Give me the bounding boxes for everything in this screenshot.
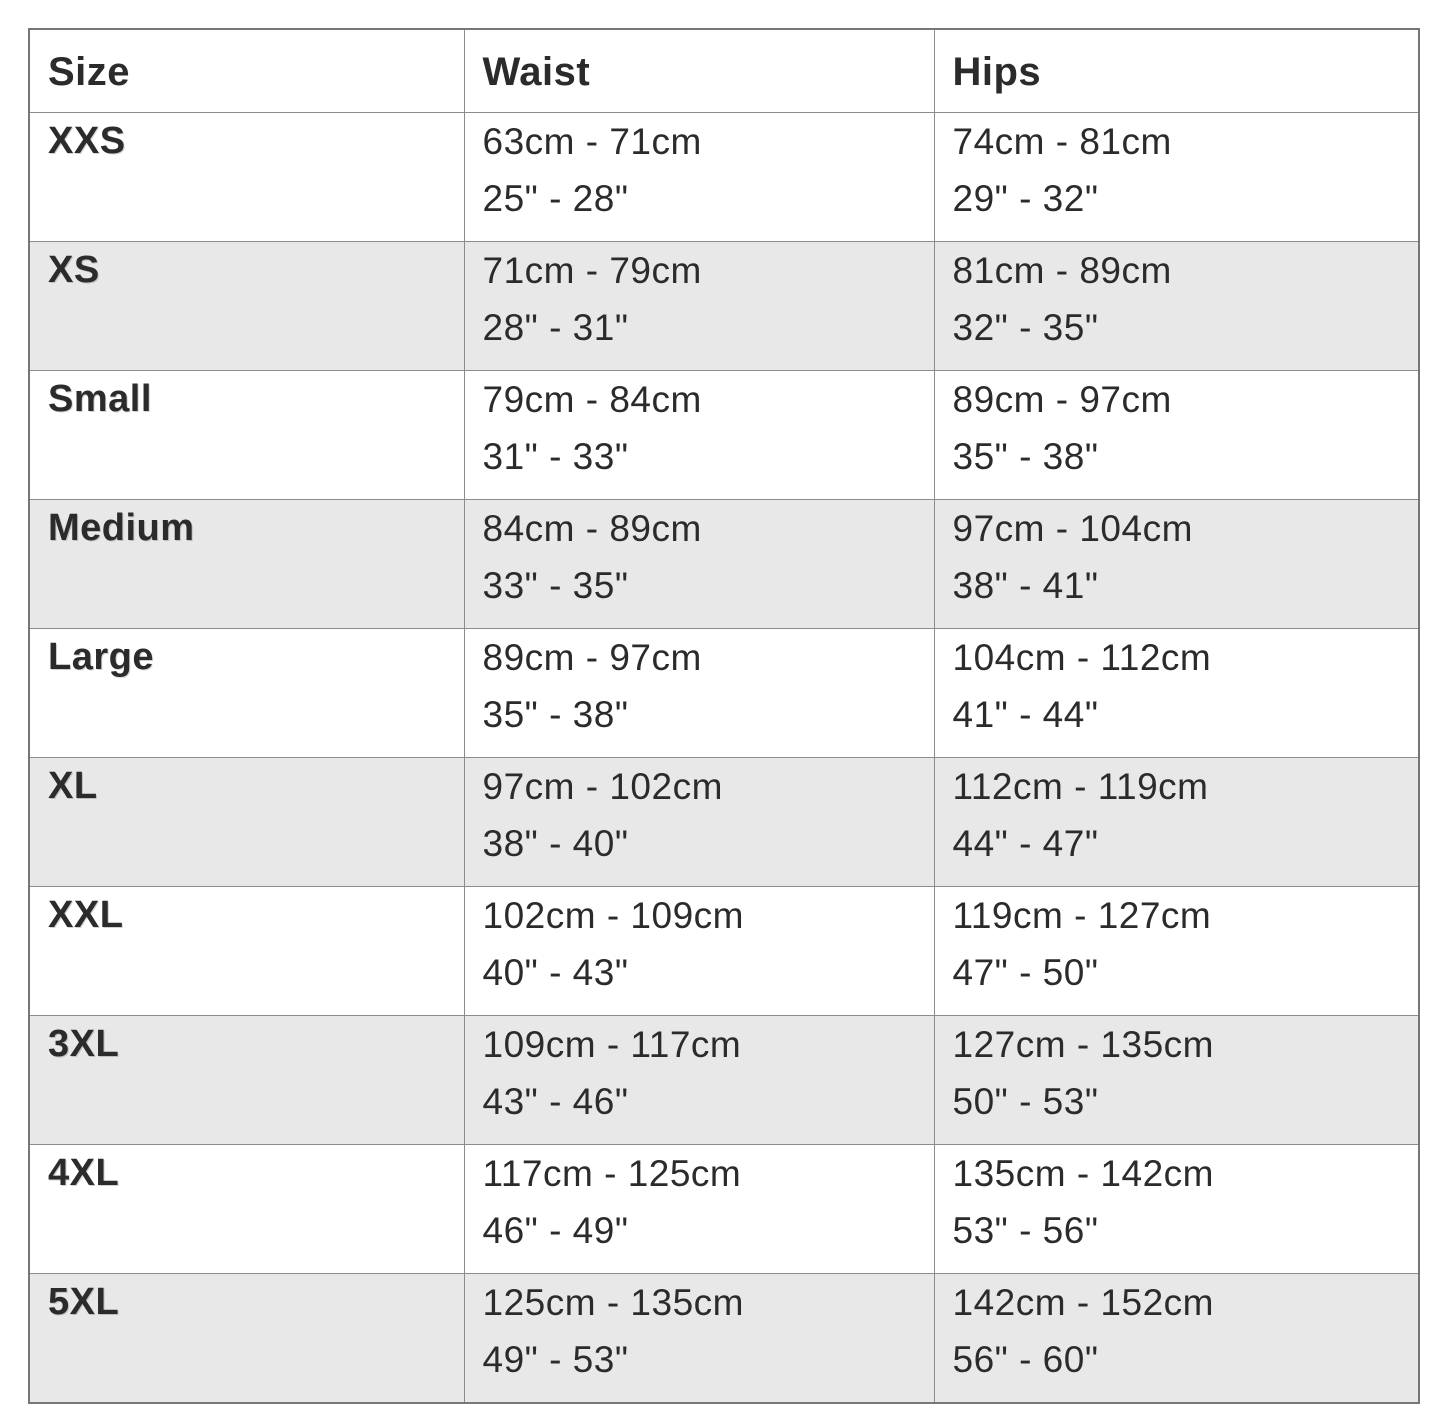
waist-inch-range: 40" - 43" xyxy=(482,952,629,993)
hips-cell: 135cm - 142cm 53" - 56" xyxy=(933,1144,1420,1274)
hips-cm-range: 135cm - 142cm xyxy=(952,1153,1214,1194)
size-label: 5XL xyxy=(28,1273,465,1403)
size-label: XS xyxy=(28,241,465,371)
hips-inch-range: 32" - 35" xyxy=(952,307,1099,348)
header-row: Size Waist Hips xyxy=(28,28,1420,113)
hips-cm-range: 112cm - 119cm xyxy=(952,766,1209,807)
hips-inch-range: 41" - 44" xyxy=(952,694,1099,735)
waist-cell: 89cm - 97cm 35" - 38" xyxy=(463,628,935,758)
waist-cm-range: 79cm - 84cm xyxy=(482,379,702,420)
hips-cell: 119cm - 127cm 47" - 50" xyxy=(933,886,1420,1016)
size-label: 3XL xyxy=(28,1015,465,1145)
waist-inch-range: 28" - 31" xyxy=(482,307,629,348)
hips-inch-range: 35" - 38" xyxy=(952,436,1099,477)
waist-inch-range: 46" - 49" xyxy=(482,1210,629,1251)
hips-cm-range: 119cm - 127cm xyxy=(952,895,1212,936)
hips-inch-range: 56" - 60" xyxy=(952,1339,1099,1380)
table-row: XXL 102cm - 109cm 40" - 43" 119cm - 127c… xyxy=(28,886,1420,1016)
waist-cm-range: 63cm - 71cm xyxy=(482,121,702,162)
hips-inch-range: 29" - 32" xyxy=(952,178,1099,219)
waist-inch-range: 33" - 35" xyxy=(482,565,629,606)
waist-cell: 84cm - 89cm 33" - 35" xyxy=(463,499,935,629)
size-label: XXL xyxy=(28,886,465,1016)
table-row: XS 71cm - 79cm 28" - 31" 81cm - 89cm 32"… xyxy=(28,241,1420,371)
waist-inch-range: 38" - 40" xyxy=(482,823,629,864)
waist-cell: 97cm - 102cm 38" - 40" xyxy=(463,757,935,887)
hips-cm-range: 97cm - 104cm xyxy=(952,508,1193,549)
size-label: 4XL xyxy=(28,1144,465,1274)
waist-cell: 117cm - 125cm 46" - 49" xyxy=(463,1144,935,1274)
waist-inch-range: 25" - 28" xyxy=(482,178,629,219)
hips-inch-range: 53" - 56" xyxy=(952,1210,1099,1251)
waist-cell: 109cm - 117cm 43" - 46" xyxy=(463,1015,935,1145)
waist-cell: 71cm - 79cm 28" - 31" xyxy=(463,241,935,371)
waist-cell: 102cm - 109cm 40" - 43" xyxy=(463,886,935,1016)
waist-inch-range: 31" - 33" xyxy=(482,436,629,477)
waist-cm-range: 71cm - 79cm xyxy=(482,250,702,291)
waist-cell: 63cm - 71cm 25" - 28" xyxy=(463,112,935,242)
hips-inch-range: 38" - 41" xyxy=(952,565,1099,606)
table-row: Small 79cm - 84cm 31" - 33" 89cm - 97cm … xyxy=(28,370,1420,500)
waist-cm-range: 102cm - 109cm xyxy=(482,895,744,936)
waist-cell: 79cm - 84cm 31" - 33" xyxy=(463,370,935,500)
waist-cm-range: 109cm - 117cm xyxy=(482,1024,742,1065)
hips-inch-range: 44" - 47" xyxy=(952,823,1099,864)
table-row: Medium 84cm - 89cm 33" - 35" 97cm - 104c… xyxy=(28,499,1420,629)
waist-cm-range: 97cm - 102cm xyxy=(482,766,723,807)
hips-cell: 142cm - 152cm 56" - 60" xyxy=(933,1273,1420,1403)
waist-cell: 125cm - 135cm 49" - 53" xyxy=(463,1273,935,1403)
hips-cell: 81cm - 89cm 32" - 35" xyxy=(933,241,1420,371)
table-row: XXS 63cm - 71cm 25" - 28" 74cm - 81cm 29… xyxy=(28,112,1420,242)
hips-inch-range: 50" - 53" xyxy=(952,1081,1099,1122)
column-header-waist: Waist xyxy=(463,28,935,113)
waist-inch-range: 43" - 46" xyxy=(482,1081,629,1122)
hips-inch-range: 47" - 50" xyxy=(952,952,1099,993)
table-row: XL 97cm - 102cm 38" - 40" 112cm - 119cm … xyxy=(28,757,1420,887)
size-chart-table: Size Waist Hips XXS 63cm - 71cm 25" - 28… xyxy=(28,28,1420,1404)
hips-cell: 127cm - 135cm 50" - 53" xyxy=(933,1015,1420,1145)
column-header-hips: Hips xyxy=(933,28,1420,113)
table-row: 5XL 125cm - 135cm 49" - 53" 142cm - 152c… xyxy=(28,1273,1420,1403)
size-label: Large xyxy=(28,628,465,758)
hips-cm-range: 74cm - 81cm xyxy=(952,121,1172,162)
hips-cell: 89cm - 97cm 35" - 38" xyxy=(933,370,1420,500)
hips-cell: 104cm - 112cm 41" - 44" xyxy=(933,628,1420,758)
hips-cell: 112cm - 119cm 44" - 47" xyxy=(933,757,1420,887)
size-label: Small xyxy=(28,370,465,500)
hips-cm-range: 127cm - 135cm xyxy=(952,1024,1214,1065)
size-label: XL xyxy=(28,757,465,887)
table-row: 3XL 109cm - 117cm 43" - 46" 127cm - 135c… xyxy=(28,1015,1420,1145)
hips-cm-range: 104cm - 112cm xyxy=(952,637,1212,678)
hips-cell: 97cm - 104cm 38" - 41" xyxy=(933,499,1420,629)
hips-cell: 74cm - 81cm 29" - 32" xyxy=(933,112,1420,242)
waist-cm-range: 117cm - 125cm xyxy=(482,1153,742,1194)
hips-cm-range: 81cm - 89cm xyxy=(952,250,1172,291)
hips-cm-range: 89cm - 97cm xyxy=(952,379,1172,420)
waist-cm-range: 125cm - 135cm xyxy=(482,1282,744,1323)
waist-inch-range: 49" - 53" xyxy=(482,1339,629,1380)
table-row: Large 89cm - 97cm 35" - 38" 104cm - 112c… xyxy=(28,628,1420,758)
waist-cm-range: 89cm - 97cm xyxy=(482,637,702,678)
waist-inch-range: 35" - 38" xyxy=(482,694,629,735)
hips-cm-range: 142cm - 152cm xyxy=(952,1282,1214,1323)
size-label: Medium xyxy=(28,499,465,629)
table-row: 4XL 117cm - 125cm 46" - 49" 135cm - 142c… xyxy=(28,1144,1420,1274)
column-header-size: Size xyxy=(28,28,465,113)
size-label: XXS xyxy=(28,112,465,242)
waist-cm-range: 84cm - 89cm xyxy=(482,508,702,549)
